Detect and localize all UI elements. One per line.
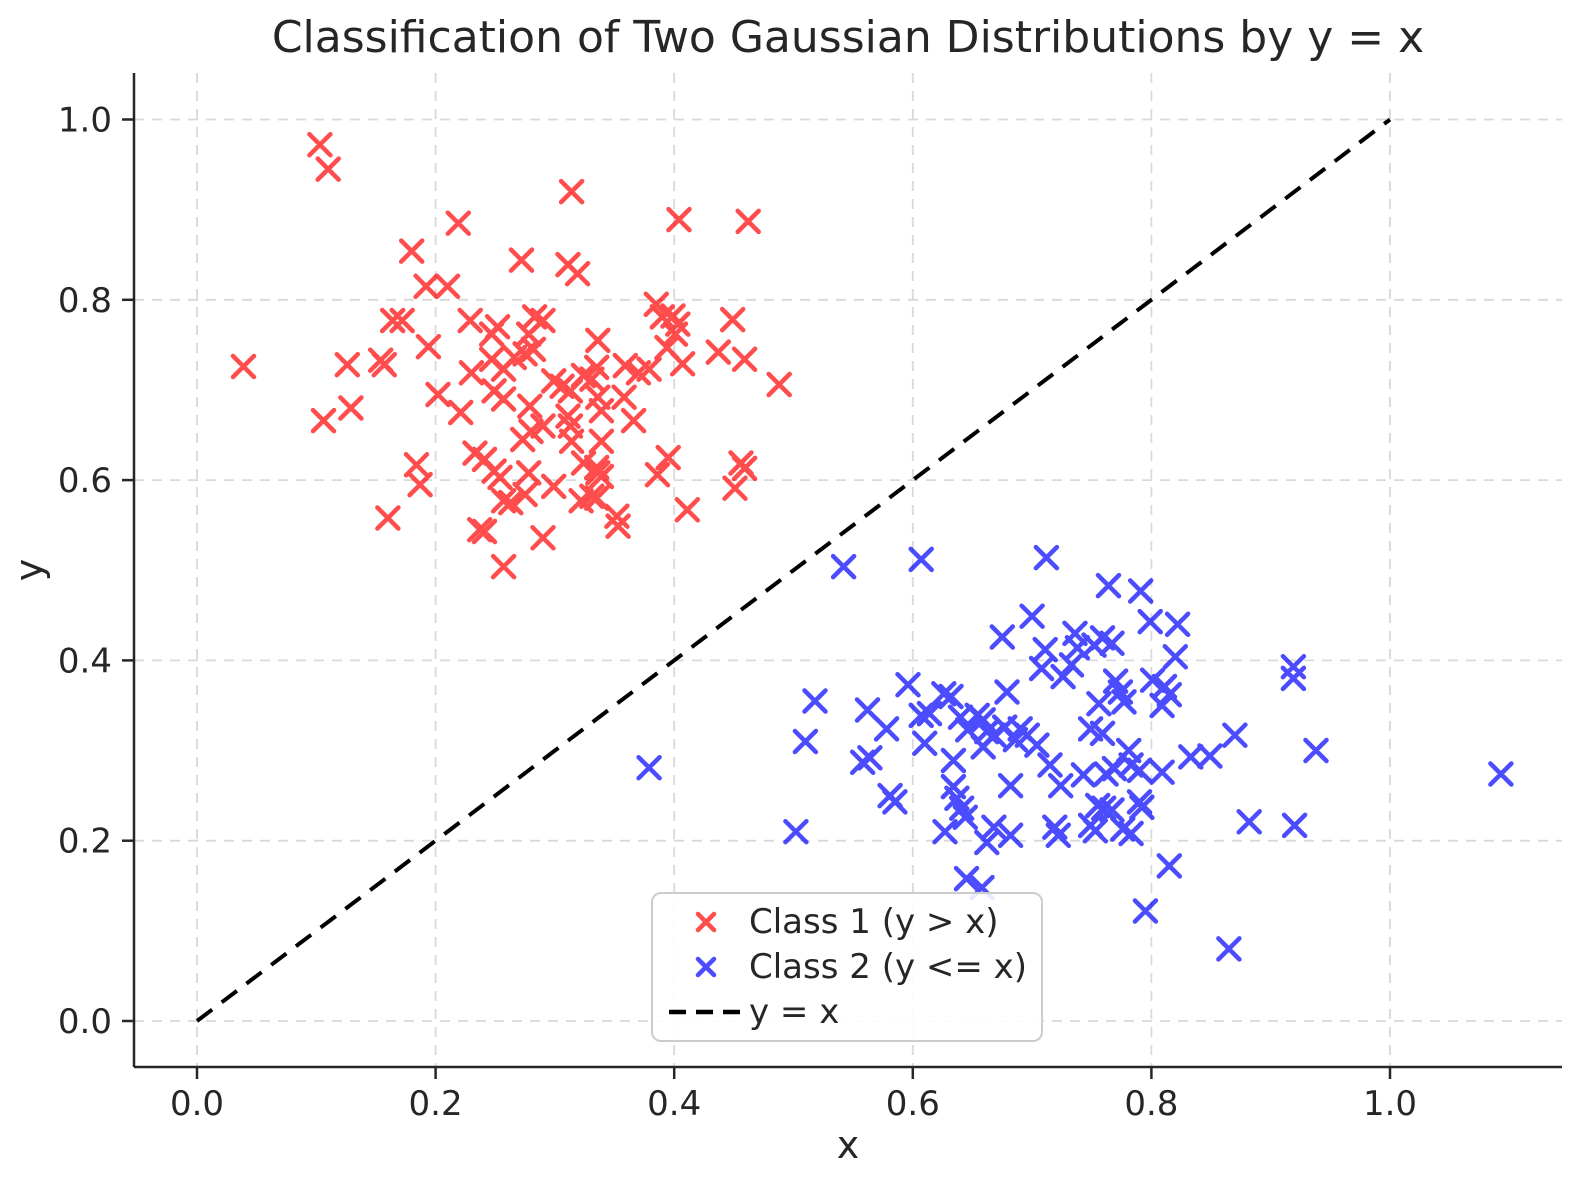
legend-item-class2: Class 2 (y <= x): [663, 945, 1031, 989]
class2-x-marker-icon: [663, 952, 749, 982]
x-tick-label: 0.2: [409, 1084, 463, 1124]
axes-spines: [132, 73, 1562, 1069]
tick-labels: 0.0 0.2 0.4 0.6 0.8 1.0 0.0 0.2 0.4 0.6 0.8 1.0: [58, 101, 1417, 1125]
y-tick-label: 0.8: [58, 281, 112, 321]
tick-marks: [122, 118, 1392, 1079]
dashed-line-icon: [663, 1007, 749, 1017]
legend-item-boundary: y = x: [663, 990, 1031, 1034]
legend-label-class1: Class 1 (y > x): [749, 902, 999, 943]
y-axis-label: y: [7, 559, 51, 582]
chart-title: Classification of Two Gaussian Distribut…: [272, 12, 1424, 63]
y-tick-label: 1.0: [58, 101, 112, 141]
class1-scatter-points: [230, 131, 792, 580]
scatter-points-layer: [230, 131, 1514, 962]
y-tick-label: 0.4: [58, 641, 112, 681]
y-tick-label: 0.0: [58, 1002, 112, 1042]
legend-item-class1: Class 1 (y > x): [663, 900, 1031, 944]
grid-layer: [134, 73, 1562, 1067]
class1-x-marker-icon: [663, 907, 749, 937]
class2-scatter-points: [636, 544, 1514, 962]
legend-label-boundary: y = x: [749, 991, 840, 1032]
x-tick-label: 0.6: [886, 1084, 940, 1124]
boundary-line-layer: [195, 117, 1392, 1023]
x-tick-label: 0.0: [170, 1084, 224, 1124]
y-tick-label: 0.2: [58, 822, 112, 862]
y-tick-label: 0.6: [58, 461, 112, 501]
decision-boundary-line: [195, 117, 1392, 1023]
x-tick-label: 0.4: [647, 1084, 701, 1124]
legend-box: Class 1 (y > x) Class 2 (y <= x) y = x: [651, 892, 1043, 1042]
x-tick-label: 0.8: [1124, 1084, 1178, 1124]
x-tick-label: 1.0: [1363, 1084, 1417, 1124]
legend-label-class2: Class 2 (y <= x): [749, 946, 1028, 987]
x-axis-label: x: [837, 1123, 860, 1167]
